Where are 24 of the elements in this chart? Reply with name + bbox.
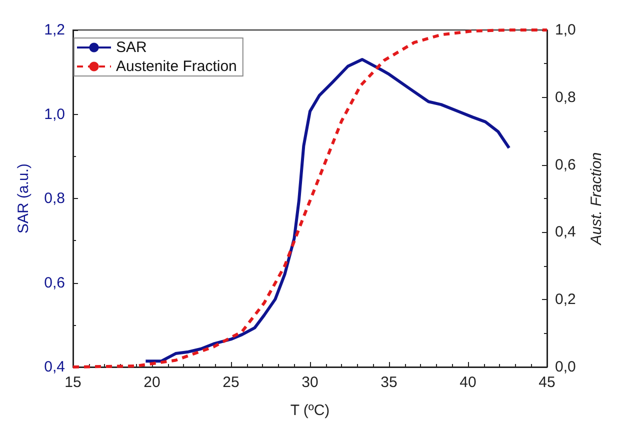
y2-tick-label: 0,0 — [555, 358, 576, 376]
y-tick-label: 0,4 — [44, 358, 65, 376]
y2-tick-label: 0,6 — [555, 156, 576, 174]
x-tick-label: 35 — [380, 374, 398, 391]
y2-tick-label: 0,4 — [555, 224, 576, 241]
y2-tick-label: 0,8 — [555, 88, 576, 106]
x-tick-label: 25 — [222, 374, 240, 391]
x-tick-label: 20 — [144, 374, 160, 391]
y2-tick-label: 1,0 — [555, 22, 576, 38]
y-tick-label: 0,6 — [44, 274, 65, 292]
x-axis-title: T (ºC) — [290, 402, 330, 419]
y2-axis-title: Aust. Fraction — [588, 152, 605, 246]
x-tick-label: 45 — [538, 374, 556, 391]
y-tick-label: 0,8 — [44, 190, 65, 207]
y-tick-label: 1,0 — [44, 106, 65, 123]
y-axis-title: SAR (a.u.) — [15, 163, 32, 234]
x-tick-label: 40 — [460, 374, 476, 391]
y-tick-label: 1,2 — [44, 22, 65, 38]
x-tick-label: 30 — [302, 374, 318, 391]
line-series — [72, 28, 548, 368]
x-tick-label: 15 — [64, 374, 82, 391]
legend-label: Austenite Fraction — [116, 58, 237, 75]
legend-label: SAR — [116, 39, 148, 56]
y2-tick-label: 0,2 — [555, 291, 576, 308]
